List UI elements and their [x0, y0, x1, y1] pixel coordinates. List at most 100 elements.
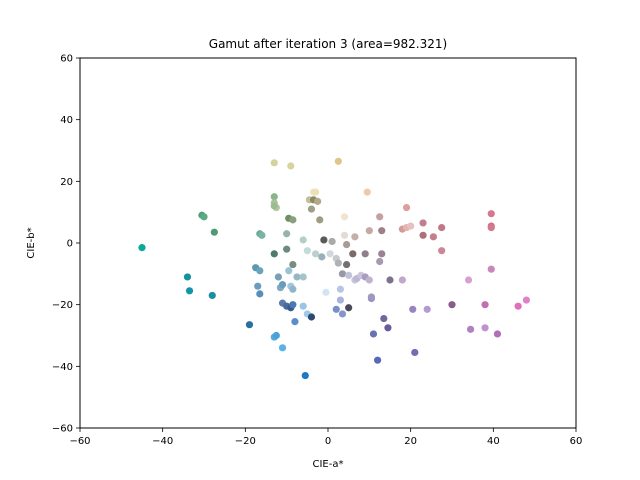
scatter-point — [438, 223, 446, 232]
scatter-point — [200, 213, 208, 221]
scatter-point — [419, 231, 427, 239]
scatter-point — [411, 348, 419, 357]
scatter-point — [320, 236, 328, 244]
y-tick-label: 0 — [67, 239, 73, 250]
scatter-point — [274, 273, 282, 281]
x-tick-label: 0 — [325, 436, 331, 447]
scatter-point — [384, 324, 392, 332]
scatter-point — [487, 210, 495, 218]
scatter-point — [328, 237, 336, 246]
scatter-point — [345, 304, 353, 312]
scatter-point — [289, 301, 297, 309]
scatter-point — [376, 257, 384, 266]
scatter-point — [210, 228, 218, 236]
scatter-point — [349, 250, 357, 258]
ticks-layer: −60 −40 −20 0 20 40 60 −60 −40 −20 0 20 40 60 — [52, 54, 582, 448]
x-tick-label: −20 — [235, 436, 256, 447]
scatter-point — [487, 265, 495, 273]
scatter-point — [398, 276, 406, 284]
scatter-point — [138, 244, 146, 252]
scatter-point — [307, 205, 316, 213]
scatter-point — [291, 318, 299, 326]
scatter-point — [343, 260, 351, 269]
scatter-point — [270, 193, 278, 201]
scatter-point — [402, 203, 411, 212]
scatter-point — [367, 293, 375, 301]
x-tick-label: 60 — [570, 436, 583, 447]
scatter-point — [283, 245, 291, 253]
scatter-point — [270, 250, 278, 258]
scatter-point — [365, 276, 373, 284]
scatter-point — [270, 202, 278, 210]
scatter-point — [345, 271, 353, 279]
scatter-point — [258, 231, 266, 239]
scatter-point — [185, 287, 194, 295]
scatter-point — [522, 296, 531, 304]
scatter-point — [338, 270, 347, 278]
scatter-point — [481, 301, 489, 309]
scatter-point — [481, 324, 489, 332]
scatter-point — [287, 162, 295, 170]
scatter-point — [278, 344, 287, 352]
scatter-point — [289, 216, 297, 224]
scatter-point — [307, 313, 316, 321]
scatter-point — [338, 310, 347, 318]
scatter-point — [332, 305, 340, 313]
scatter-point — [351, 233, 359, 241]
scatter-point — [374, 356, 382, 364]
scatter-point — [336, 296, 344, 304]
scatter-point — [419, 219, 427, 227]
scatter-point — [245, 321, 254, 329]
x-axis-label: CIE-a* — [313, 459, 344, 470]
scatter-point — [312, 250, 320, 258]
scatter-point — [299, 236, 307, 244]
scatter-point — [289, 285, 297, 293]
chart-title: Gamut after iteration 3 (area=982.321) — [209, 37, 447, 51]
scatter-point — [278, 281, 287, 289]
scatter-point — [363, 188, 371, 196]
scatter-point — [334, 157, 342, 165]
scatter-point — [312, 188, 320, 196]
scatter-point — [514, 302, 522, 310]
scatter-point — [299, 273, 307, 281]
scatter-point — [429, 233, 437, 241]
scatter-point — [386, 276, 394, 284]
x-tick-label: −60 — [69, 436, 90, 447]
scatter-point — [299, 302, 307, 310]
scatter-point — [340, 231, 349, 239]
scatter-point — [423, 305, 431, 313]
scatter-point — [183, 273, 192, 281]
scatter-point — [409, 305, 417, 313]
scatter-point — [303, 247, 311, 255]
scatter-point — [208, 291, 216, 300]
scatter-point — [464, 276, 473, 284]
y-tick-label: −20 — [52, 300, 73, 311]
scatter-point — [272, 331, 280, 340]
y-tick-label: −60 — [52, 424, 73, 435]
scatter-point — [270, 159, 278, 167]
scatter-point — [301, 371, 309, 380]
scatter-point — [256, 290, 264, 298]
y-tick-label: 40 — [60, 115, 73, 126]
scatter-point — [378, 227, 386, 235]
scatter-point — [369, 330, 378, 338]
scatter-point — [289, 260, 297, 269]
scatter-point — [487, 223, 495, 232]
scatter-point — [343, 240, 351, 249]
scatter-point — [380, 314, 388, 323]
scatter-point — [314, 197, 322, 205]
scatter-point — [336, 285, 344, 293]
scatter-point — [376, 213, 384, 221]
plot-frame — [79, 57, 577, 429]
y-tick-label: 60 — [60, 54, 73, 65]
scatter-point — [256, 267, 264, 275]
y-tick-label: −40 — [52, 362, 73, 373]
scatter-point — [361, 250, 369, 258]
scatter-point — [283, 230, 291, 238]
scatter-point — [285, 267, 293, 275]
x-tick-label: −40 — [152, 436, 173, 447]
scatter-point — [318, 253, 326, 261]
scatter-point — [334, 259, 342, 267]
y-tick-label: 20 — [60, 177, 73, 188]
